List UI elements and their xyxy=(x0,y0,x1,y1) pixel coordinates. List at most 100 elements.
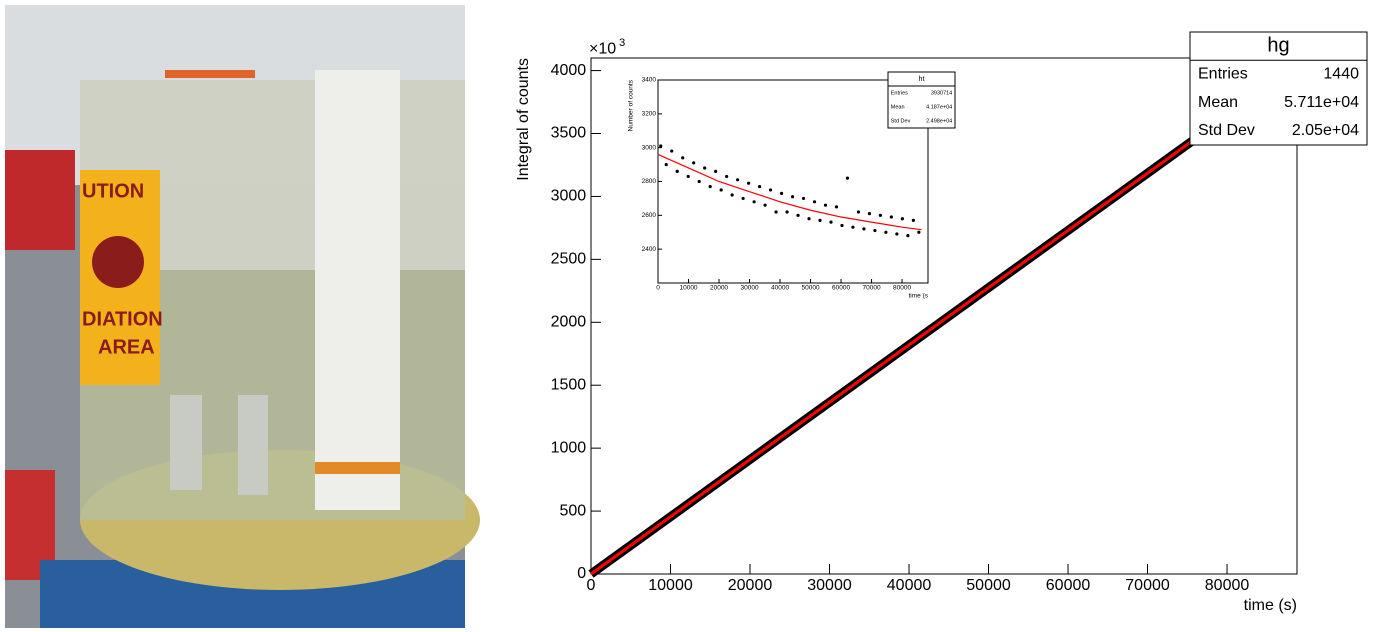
stats-key: Std Dev xyxy=(891,118,911,124)
x-tick-label: 20000 xyxy=(710,285,728,292)
stats-value: 2.498e+04 xyxy=(926,118,952,124)
plot-frame xyxy=(657,79,929,284)
photo-detector xyxy=(170,395,202,490)
x-tick-label: 60000 xyxy=(832,285,850,292)
photo-detector xyxy=(238,395,268,495)
x-tick-label: 70000 xyxy=(863,285,881,292)
data-point xyxy=(862,227,866,231)
data-point xyxy=(681,156,685,160)
stats-box: ht Entries 3930714 Mean 4.187e+04 Std Dev 2.49… xyxy=(887,71,956,129)
y-tick-label: 2000 xyxy=(551,314,587,331)
y-tick-label: 500 xyxy=(559,502,586,519)
data-point xyxy=(747,181,751,185)
stats-value: 1440 xyxy=(1323,66,1359,83)
data-point xyxy=(884,230,888,234)
data-point xyxy=(692,161,696,165)
data-point xyxy=(867,212,872,216)
data-point xyxy=(697,179,701,184)
stats-value: 3930714 xyxy=(931,90,952,96)
stats-frame xyxy=(1189,31,1368,146)
photo-text: UTION xyxy=(82,180,144,202)
y-tick-label: 1000 xyxy=(551,439,587,456)
stats-key: Mean xyxy=(891,104,905,110)
chart: 0 10000 20000 30000 40000 50000 60000 70000 8000… xyxy=(627,77,928,300)
data-point xyxy=(659,144,663,148)
data-point xyxy=(719,188,723,192)
x-tick-label: 80000 xyxy=(893,285,911,292)
x-tick-label: 30000 xyxy=(740,285,758,292)
data-point xyxy=(708,184,712,189)
x-tick-label: 50000 xyxy=(802,285,820,292)
photo-pipe-tape xyxy=(315,462,400,474)
stats-key: Entries xyxy=(891,90,908,96)
data-point xyxy=(725,174,729,179)
series-line xyxy=(657,153,922,231)
x-tick-label: 50000 xyxy=(966,577,1011,594)
y-tick-label: 3200 xyxy=(642,111,657,118)
x-tick-label: 60000 xyxy=(1046,577,1091,594)
data-point xyxy=(851,225,855,229)
data-point xyxy=(900,217,904,221)
data-point xyxy=(856,210,861,214)
data-point xyxy=(873,228,877,233)
data-point xyxy=(818,218,822,223)
data-point xyxy=(774,210,778,214)
stats-title: ht xyxy=(919,76,925,83)
photo-trefoil xyxy=(92,236,144,288)
stats-title: hg xyxy=(1267,34,1289,56)
series-line xyxy=(590,78,1279,576)
data-point xyxy=(768,188,773,192)
data-point xyxy=(917,230,921,234)
y-axis-label: Number of counts xyxy=(627,79,634,131)
y-tick-label: 4000 xyxy=(551,62,587,79)
data-point xyxy=(807,217,811,221)
photo-text: DIATION xyxy=(82,308,163,330)
y-tick-label: 2600 xyxy=(642,212,657,219)
y-tick-label: 3400 xyxy=(642,77,657,84)
data-point xyxy=(823,203,828,207)
data-point xyxy=(878,213,883,217)
stats-value: 5.711e+04 xyxy=(1284,94,1359,111)
x-tick-label: 0 xyxy=(587,577,596,594)
data-point xyxy=(834,205,839,209)
data-point xyxy=(895,232,899,236)
x-tick-label: 0 xyxy=(656,285,660,292)
data-point xyxy=(714,169,718,173)
data-point xyxy=(664,162,668,167)
data-point xyxy=(741,196,745,201)
data-point xyxy=(703,166,707,170)
data-point xyxy=(796,213,800,217)
x-tick-label: 40000 xyxy=(771,285,789,292)
y-tick-label: 3500 xyxy=(551,125,587,142)
stats-key: Mean xyxy=(1198,94,1238,111)
data-point xyxy=(911,218,915,223)
y-tick-label: 0 xyxy=(577,565,586,582)
data-point xyxy=(736,178,740,182)
stats-key: Entries xyxy=(1198,66,1248,83)
y-tick-label: 1500 xyxy=(551,376,587,393)
data-point xyxy=(670,149,674,153)
stats-box: hg Entries 1440 Mean 5.711e+04 Std Dev 2.05e+0… xyxy=(1189,31,1368,146)
photo: UTION DIATION AREA xyxy=(5,5,480,628)
data-point xyxy=(686,174,690,179)
data-point xyxy=(801,196,806,201)
data-point xyxy=(906,234,910,238)
data-point xyxy=(675,169,679,173)
stats-key: Std Dev xyxy=(1198,122,1255,139)
x-tick-label: 80000 xyxy=(1205,577,1250,594)
x-tick-label: 10000 xyxy=(679,285,697,292)
x-axis-label: time (s) xyxy=(1244,597,1297,614)
stats-value: 2.05e+04 xyxy=(1292,122,1359,139)
data-point xyxy=(840,223,844,228)
y-tick-label: 2500 xyxy=(551,251,587,268)
stats-frame xyxy=(887,71,956,129)
y-tick-label: 3000 xyxy=(642,144,657,151)
y-multiplier-exponent: 3 xyxy=(619,37,625,49)
y-tick-label: 2400 xyxy=(642,246,657,253)
data-point xyxy=(730,193,734,197)
x-tick-label: 40000 xyxy=(887,577,932,594)
x-tick-label: 30000 xyxy=(807,577,852,594)
photo-pipe xyxy=(315,70,400,510)
data-point xyxy=(790,195,795,199)
